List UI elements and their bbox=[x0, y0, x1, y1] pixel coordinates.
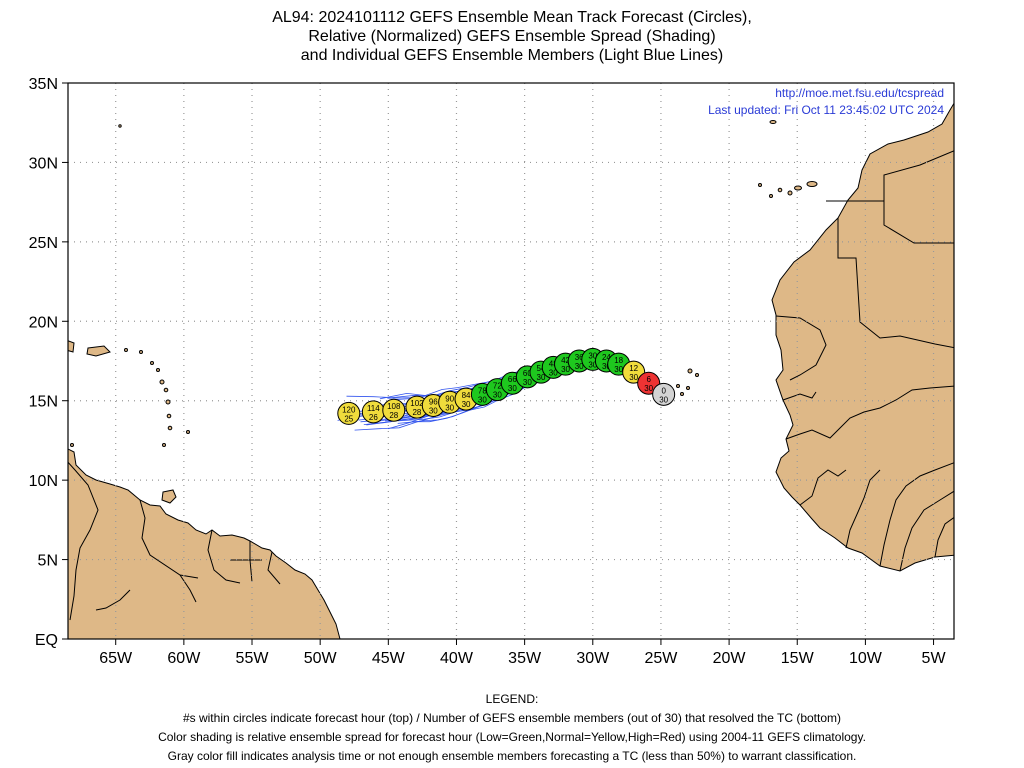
map-frame bbox=[67, 82, 955, 640]
lat-tick-label: EQ bbox=[35, 632, 58, 649]
member-count-label: 30 bbox=[429, 406, 438, 415]
country-borders bbox=[775, 150, 954, 572]
lon-tick-label: 65W bbox=[99, 650, 133, 667]
forecast-hour-label: 72 bbox=[493, 382, 502, 391]
forecast-hour-label: 30 bbox=[588, 351, 597, 360]
madeira-island bbox=[769, 120, 777, 124]
member-count-label: 25 bbox=[344, 414, 353, 423]
forecast-hour-label: 120 bbox=[342, 405, 356, 414]
mean-track: 1202511426108281022896309030843078307230… bbox=[337, 347, 676, 425]
lat-tick-label: 25N bbox=[29, 235, 58, 252]
track-circle bbox=[382, 398, 406, 422]
lon-tick-label: 60W bbox=[167, 650, 201, 667]
cape-verde-islands bbox=[676, 368, 699, 396]
member-count-label: 30 bbox=[629, 373, 638, 382]
credit-updated: Last updated: Fri Oct 11 23:45:02 UTC 20… bbox=[708, 103, 944, 117]
lat-tick-label: 10N bbox=[29, 473, 58, 490]
forecast-hour-label: 78 bbox=[478, 386, 487, 395]
forecast-hour-label: 36 bbox=[575, 353, 584, 362]
member-count-label: 30 bbox=[523, 378, 532, 387]
forecast-hour-label: 108 bbox=[387, 402, 401, 411]
member-count-label: 30 bbox=[508, 384, 517, 393]
canary-islands bbox=[758, 181, 818, 198]
member-count-label: 30 bbox=[575, 362, 584, 371]
axes: 65W 60W 55W 50W 45W 40W 35W 30W 25W 20W 15W 10W 5W 35… bbox=[29, 76, 947, 667]
track-point: 030 bbox=[652, 382, 676, 406]
lon-tick-label: 10W bbox=[849, 650, 883, 667]
sa-borders bbox=[68, 461, 281, 621]
track-circle bbox=[652, 382, 676, 406]
member-count-label: 30 bbox=[445, 403, 454, 412]
member-count-label: 30 bbox=[549, 368, 558, 377]
lon-tick-label: 40W bbox=[440, 650, 474, 667]
forecast-hour-label: 60 bbox=[523, 369, 532, 378]
title-line-3: and Individual GEFS Ensemble Members (Li… bbox=[300, 47, 724, 64]
legend-line-1: #s within circles indicate forecast hour… bbox=[182, 711, 842, 725]
west-africa-land bbox=[771, 102, 954, 572]
member-count-label: 30 bbox=[588, 360, 597, 369]
forecast-hour-label: 102 bbox=[410, 399, 424, 408]
lon-tick-label: 30W bbox=[576, 650, 610, 667]
member-count-label: 30 bbox=[659, 395, 668, 404]
lon-tick-label: 55W bbox=[236, 650, 270, 667]
track-map: 1202511426108281022896309030843078307230… bbox=[29, 76, 955, 667]
forecast-hour-label: 84 bbox=[462, 391, 471, 400]
forecast-hour-label: 54 bbox=[537, 364, 546, 373]
member-count-label: 28 bbox=[389, 411, 398, 420]
member-count-label: 30 bbox=[614, 365, 623, 374]
member-count-label: 30 bbox=[478, 395, 487, 404]
bermuda-island bbox=[118, 124, 122, 128]
graticule bbox=[68, 83, 954, 639]
forecast-hour-label: 90 bbox=[445, 394, 454, 403]
member-count-label: 30 bbox=[462, 400, 471, 409]
lat-tick-label: 30N bbox=[29, 155, 58, 172]
forecast-hour-label: 48 bbox=[549, 359, 558, 368]
lon-tick-label: 50W bbox=[304, 650, 338, 667]
member-count-label: 30 bbox=[493, 391, 502, 400]
lon-tick-label: 20W bbox=[713, 650, 747, 667]
member-count-label: 30 bbox=[561, 365, 570, 374]
member-count-label: 28 bbox=[412, 408, 421, 417]
forecast-hour-label: 6 bbox=[646, 375, 651, 384]
lon-tick-label: 35W bbox=[508, 650, 542, 667]
forecast-hour-label: 96 bbox=[429, 397, 438, 406]
lon-tick-label: 25W bbox=[644, 650, 678, 667]
lon-tick-label: 5W bbox=[922, 650, 947, 667]
lon-tick-label: 45W bbox=[372, 650, 406, 667]
caribbean-islands bbox=[68, 340, 190, 447]
title-line-2: Relative (Normalized) GEFS Ensemble Spre… bbox=[308, 28, 716, 45]
lat-tick-label: 20N bbox=[29, 314, 58, 331]
forecast-hour-label: 0 bbox=[661, 386, 666, 395]
member-count-label: 30 bbox=[644, 384, 653, 393]
lat-tick-label: 5N bbox=[38, 553, 58, 570]
legend-line-2: Color shading is relative ensemble sprea… bbox=[158, 730, 866, 744]
lat-tick-label: 15N bbox=[29, 394, 58, 411]
land-layer bbox=[68, 102, 954, 639]
lat-tick-label: 35N bbox=[29, 76, 58, 93]
forecast-hour-label: 18 bbox=[614, 356, 623, 365]
forecast-hour-label: 24 bbox=[602, 353, 611, 362]
track-circle bbox=[337, 401, 361, 425]
member-count-label: 30 bbox=[602, 362, 611, 371]
legend-heading: LEGEND: bbox=[485, 692, 539, 706]
credit-url: http://moe.met.fsu.edu/tcspread bbox=[775, 86, 944, 100]
legend-line-3: Gray color fill indicates analysis time … bbox=[167, 749, 857, 763]
trinidad-land bbox=[161, 489, 177, 504]
forecast-hour-label: 12 bbox=[629, 364, 638, 373]
lon-tick-label: 15W bbox=[781, 650, 815, 667]
forecast-hour-label: 42 bbox=[561, 356, 570, 365]
forecast-hour-label: 114 bbox=[367, 404, 380, 413]
title-line-1: AL94: 2024101112 GEFS Ensemble Mean Trac… bbox=[272, 9, 752, 26]
member-count-label: 30 bbox=[537, 373, 546, 382]
member-count-label: 26 bbox=[369, 413, 378, 422]
forecast-hour-label: 66 bbox=[508, 375, 517, 384]
